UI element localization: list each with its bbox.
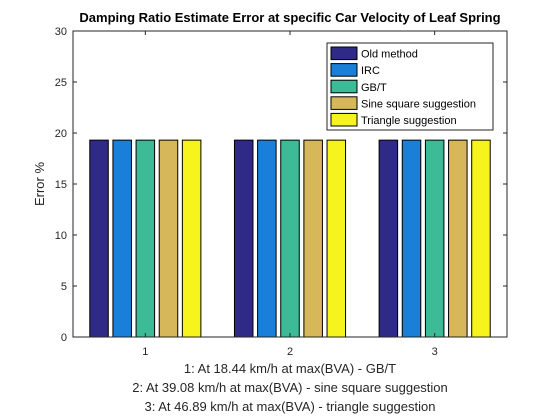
legend-label: IRC [361,65,380,77]
bar-sine-square-suggestion-1 [158,139,179,338]
y-tick-label: 5 [61,281,67,293]
y-tick-label: 15 [55,179,67,191]
legend-label: Triangle suggestion [361,115,457,127]
legend-swatch [330,46,358,61]
x-tick-label: 1 [142,346,148,358]
y-tick-label: 30 [55,26,67,38]
bar-sine-square-suggestion-2 [303,139,323,338]
x-axis-label-line-3: 3: At 46.89 km/h at max(BVA) - triangle … [145,399,436,414]
legend-label: Old method [361,49,418,61]
bar-triangle-suggestion-1 [181,139,202,338]
x-axis: 1 2 3 [142,31,438,358]
legend-label: Sine square suggestion [361,98,476,110]
legend-label: GB/T [361,82,387,94]
legend: Old method IRC GB/T Sine square suggestion T… [326,42,494,131]
legend-swatch [330,79,358,94]
legend-swatch [330,63,358,77]
legend-swatch [330,112,358,127]
bar-old-method-2 [233,139,254,338]
y-tick-label: 10 [55,230,67,242]
bar-triangle-suggestion-2 [326,139,347,338]
x-axis-label-line-2: 2: At 39.08 km/h at max(BVA) - sine squa… [132,380,448,395]
bar-gb-t-2 [280,139,300,338]
bar-old-method-1 [89,139,109,338]
y-axis-label: Error % [32,162,47,207]
x-tick-label: 2 [287,346,293,358]
x-axis-label-line-1: 1: At 18.44 km/h at max(BVA) - GB/T [184,361,396,376]
bar-irc-3 [401,139,422,338]
x-tick-label: 3 [432,346,438,358]
bar-irc-1 [112,139,132,338]
y-tick-label: 25 [55,77,67,89]
bar-irc-2 [257,139,277,338]
bar-gb-t-3 [424,139,445,338]
bars-layer [89,139,491,338]
bar-triangle-suggestion-3 [471,139,491,338]
legend-swatch [330,96,358,110]
bar-sine-square-suggestion-3 [448,139,468,338]
bar-gb-t-1 [135,139,156,338]
y-tick-label: 0 [61,332,67,344]
y-tick-label: 20 [55,128,67,140]
chart-title: Damping Ratio Estimate Error at specific… [79,10,500,25]
bar-old-method-3 [378,139,399,338]
y-axis: 0 5 10 15 20 25 30 [55,26,507,344]
